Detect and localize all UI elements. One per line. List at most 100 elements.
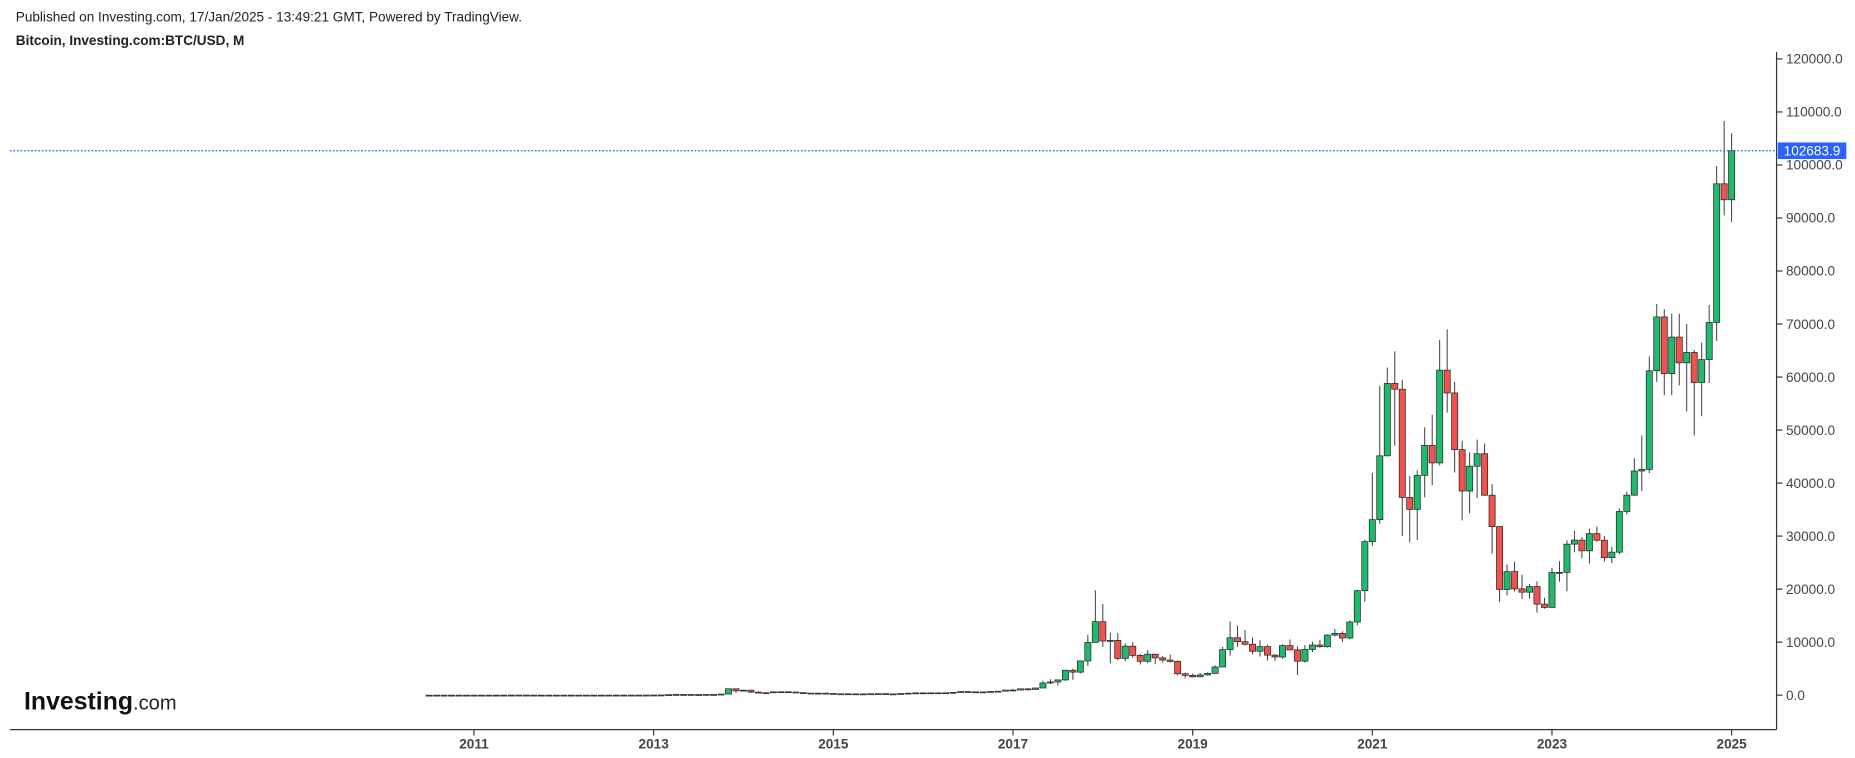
candle-body: [1728, 150, 1736, 201]
candle-body: [1308, 644, 1316, 650]
candle-body: [755, 691, 762, 694]
candle-body: [1615, 511, 1623, 553]
plot-area: 0.0 10000.0 20000.0 30000.0 40000.0 50000.0 60…: [9, 52, 1843, 752]
candle-body: [560, 694, 568, 697]
candle-body: [1353, 590, 1361, 623]
candle-body: [867, 693, 875, 696]
candle-body: [1578, 539, 1586, 552]
candle-body: [1518, 588, 1526, 593]
candle-body: [1076, 660, 1084, 673]
candle-body: [1046, 681, 1054, 684]
candle-body: [814, 692, 822, 695]
candle-body: [1211, 666, 1219, 674]
candle-body: [1660, 316, 1668, 375]
candle-body: [650, 694, 658, 697]
candle-body: [1503, 571, 1511, 590]
candle-body: [1368, 519, 1376, 543]
candle-body: [605, 694, 613, 697]
candle-body: [1024, 688, 1032, 691]
candle-body: [1279, 645, 1286, 658]
candle-body: [620, 694, 628, 697]
candle-body: [717, 693, 725, 696]
candle-body: [1496, 526, 1504, 590]
y-tick-label: 0.0: [1786, 688, 1805, 703]
candle-body: [530, 694, 538, 697]
candle-body: [1054, 679, 1062, 683]
candle-body: [635, 694, 643, 697]
candle-body: [657, 694, 665, 697]
candle-body: [807, 692, 815, 695]
candle-body: [1683, 352, 1691, 364]
candle-body: [1571, 539, 1578, 545]
candle-body: [597, 694, 605, 697]
candle-body: [1166, 659, 1174, 662]
candle-body: [1032, 687, 1039, 690]
candle-body: [829, 693, 837, 695]
candle-body: [1084, 642, 1092, 662]
candle-body: [1481, 453, 1489, 496]
candle-body: [1069, 669, 1077, 673]
x-tick-label: 2015: [818, 737, 849, 752]
candle-body: [500, 694, 508, 697]
y-tick-label: 120000.0: [1786, 52, 1843, 67]
candle-body: [485, 694, 493, 697]
candle-body: [837, 693, 845, 696]
candle-body: [522, 694, 530, 697]
candle-body: [1653, 316, 1661, 372]
candle-body: [972, 691, 979, 694]
candle-body: [1413, 474, 1421, 510]
last-price-box: [1777, 142, 1847, 160]
candle-body: [552, 694, 560, 697]
candle-body: [770, 691, 777, 694]
candle-body: [493, 694, 500, 697]
x-tick-label: 2017: [998, 737, 1028, 752]
candle-body: [919, 692, 927, 695]
candle-body: [695, 694, 703, 696]
candle-body: [1189, 674, 1197, 678]
candle-body: [1638, 469, 1646, 472]
candle-body: [1346, 621, 1354, 639]
y-tick-label: 40000.0: [1786, 476, 1836, 491]
candle-body: [799, 692, 807, 694]
candle-body: [1556, 572, 1563, 574]
candle-body: [1286, 645, 1294, 651]
candle-body: [1466, 465, 1474, 492]
candle-body: [1421, 445, 1429, 476]
x-tick-label: 2019: [1178, 737, 1209, 752]
candle-body: [792, 691, 800, 694]
published-note: Published on Investing.com, 17/Jan/2025 …: [16, 9, 522, 24]
x-tick-label: 2021: [1357, 737, 1388, 752]
candle-body: [1338, 633, 1346, 639]
candle-body: [470, 694, 478, 697]
candle-body: [1061, 669, 1069, 681]
candle-body: [687, 694, 695, 696]
candle-body: [590, 694, 598, 697]
candle-body: [1249, 643, 1256, 652]
candle-body: [1600, 539, 1608, 558]
candle-body: [1136, 655, 1144, 662]
candle-body: [1690, 352, 1698, 383]
candle-body: [897, 693, 905, 695]
candle-body: [680, 694, 688, 696]
candle-body: [1039, 682, 1047, 689]
candle-body: [1563, 543, 1571, 573]
candle-body: [1458, 449, 1466, 492]
candle-body: [1705, 322, 1713, 360]
candle-body: [747, 689, 755, 693]
logo-name: Investing: [24, 689, 133, 716]
candle-body: [874, 693, 882, 695]
candle-body: [1099, 621, 1107, 642]
candle-body: [702, 694, 710, 696]
candle-body: [1698, 359, 1706, 383]
candle-body: [1406, 497, 1414, 510]
candle-body: [537, 694, 545, 697]
candle-body: [1114, 640, 1122, 659]
candle-body: [1106, 640, 1114, 642]
x-tick-label: 2011: [459, 737, 489, 752]
candle-body: [1219, 649, 1227, 668]
candle-body: [934, 692, 942, 695]
candle-body: [1720, 183, 1728, 201]
candle-body: [1541, 603, 1548, 608]
candle-body: [1488, 494, 1496, 527]
candle-body: [1585, 533, 1593, 552]
